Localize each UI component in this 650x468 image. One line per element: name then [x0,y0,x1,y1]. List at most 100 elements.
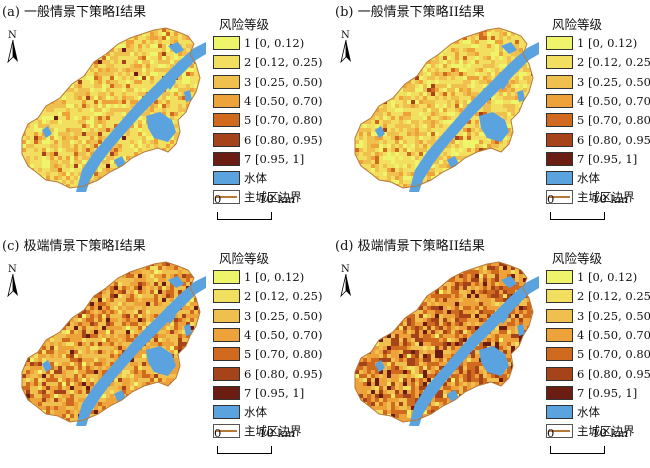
north-arrow-icon: N [5,264,21,300]
scale-bar: 0 10 km [547,426,650,466]
lake [479,346,509,376]
legend-item: 6 [0.80, 0.95) [213,132,325,150]
legend-item: 4 [0.50, 0.70) [546,93,650,111]
legend-swatch [213,385,240,400]
legend-swatch [213,93,240,108]
lake [146,112,176,142]
legend-swatch [213,113,240,128]
legend-label: 4 [0.50, 0.70) [577,327,650,342]
legend-swatch [546,366,573,381]
legend-label: 6 [0.80, 0.95) [577,132,650,147]
panel-title: (a) 一般情景下策略I结果 [2,5,147,20]
legend-label: 1 [0, 0.12) [244,36,305,50]
legend-label: 3 [0.25, 0.50) [244,74,323,89]
river [76,276,206,426]
legend-label: 3 [0.25, 0.50) [577,74,650,89]
risk-map [21,27,206,192]
legend-label: 2 [0.12, 0.25) [577,289,650,304]
legend-item: 2 [0.12, 0.25) [213,55,325,72]
legend-label: 6 [0.80, 0.95) [577,366,650,381]
panel-title: (d) 极端情景下策略II结果 [335,239,485,254]
legend-item: 2 [0.12, 0.25) [213,289,325,306]
legend-item: 1 [0, 0.12) [546,36,650,53]
legend-item: 2 [0.12, 0.25) [546,289,650,306]
legend-item: 7 [0.95, 1] [213,151,325,169]
legend-swatch [546,36,573,50]
scale-bar: 0 10 km [214,192,324,232]
boundary [354,27,534,189]
legend-label: 7 [0.95, 1] [577,151,638,166]
legend-swatch [213,424,240,439]
legend-label: 主城区边界 [577,190,635,205]
legend-item: 6 [0.80, 0.95) [213,366,325,384]
legend-item: 5 [0.70, 0.80) [213,347,325,364]
legend-label: 3 [0.25, 0.50) [244,308,323,323]
legend-item: 主城区边界 [213,190,325,207]
legend-label: 7 [0.95, 1] [244,151,305,166]
lake [371,76,385,88]
legend-label: 2 [0.12, 0.25) [244,55,323,70]
legend-swatch [546,171,573,186]
legend-item: 7 [0.95, 1] [546,385,650,403]
legend-item: 主城区边界 [213,424,325,441]
legend-swatch [546,93,573,108]
legend-swatch [213,151,240,166]
legend-swatch [213,171,240,186]
legend-title: 风险等级 [552,251,603,266]
lake [501,276,517,288]
north-arrow-icon: N [338,30,354,66]
legend-swatch [213,132,240,147]
legend-swatch [213,55,240,70]
legend-swatch [213,270,240,284]
legend-item: 7 [0.95, 1] [213,385,325,403]
panel-c: (c) 极端情景下策略I结果 N 风险等级 1 [0, 0.12) 2 [0.12… [0,234,325,468]
river [76,42,206,192]
legend-swatch [546,270,573,284]
legend-item: 水体 [546,405,650,422]
boundary [21,261,201,423]
lake [375,360,385,372]
legend-item: 5 [0.70, 0.80) [546,113,650,130]
scale-bar: 0 10 km [547,192,650,232]
legend-swatch [546,289,573,304]
legend-item: 6 [0.80, 0.95) [546,366,650,384]
legend-swatch [213,347,240,362]
panel-b: (b) 一般情景下策略II结果 N 风险等级 1 [0, 0.12) 2 [0.1… [333,0,650,234]
legend-item: 4 [0.50, 0.70) [213,93,325,111]
lake [42,360,52,372]
legend-label: 2 [0.12, 0.25) [244,289,323,304]
lake [168,276,184,288]
river [409,276,539,426]
legend-swatch [546,308,573,323]
legend-item: 主城区边界 [546,424,650,441]
north-arrow-icon: N [338,264,354,300]
legend-swatch [546,190,573,205]
legend-label: 7 [0.95, 1] [577,385,638,400]
scale-bar: 0 10 km [214,426,324,466]
legend-label: 4 [0.50, 0.70) [244,93,323,108]
lake [42,126,52,138]
legend-item: 1 [0, 0.12) [213,270,325,287]
legend-item: 3 [0.25, 0.50) [546,308,650,326]
legend-swatch [546,347,573,362]
legend-label: 1 [0, 0.12) [577,270,638,284]
legend-swatch [213,289,240,304]
legend-label: 1 [0, 0.12) [244,270,305,284]
lake [517,324,525,336]
legend-item: 2 [0.12, 0.25) [546,55,650,72]
legend-swatch [546,132,573,147]
north-arrow-icon: N [5,30,21,66]
legend-swatch [546,327,573,342]
legend-label: 5 [0.70, 0.80) [244,347,323,362]
legend-swatch [546,405,573,420]
legend-swatch [546,151,573,166]
legend-label: 4 [0.50, 0.70) [244,327,323,342]
lake [184,90,192,102]
lake [375,126,385,138]
lake [146,346,176,376]
lake [38,76,52,88]
legend-item: 6 [0.80, 0.95) [546,132,650,150]
legend-swatch [546,113,573,128]
legend-title: 风险等级 [552,17,603,32]
legend-item: 水体 [213,405,325,422]
